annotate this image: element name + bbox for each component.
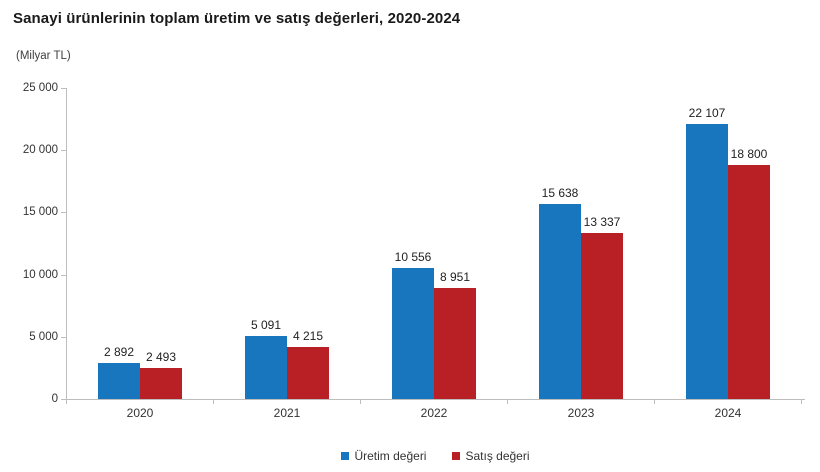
bar-uretim-degeri-2023[interactable] <box>539 204 581 399</box>
y-axis-tick-label: 20 000 <box>22 144 58 156</box>
y-axis-tick-label: 10 000 <box>22 269 58 281</box>
x-axis-category-label: 2022 <box>420 406 448 420</box>
bar-satis-degeri-2022[interactable] <box>434 288 476 399</box>
y-axis-tick <box>61 150 66 151</box>
chart-legend: Üretim değeri Satış değeri <box>66 448 805 464</box>
y-axis-tick-label: 5 000 <box>29 331 58 343</box>
y-axis-tick <box>61 88 66 89</box>
bar-value-label: 10 556 <box>394 250 432 264</box>
x-axis-tick <box>360 399 361 404</box>
y-axis-tick <box>61 275 66 276</box>
y-axis-tick-label: 25 000 <box>22 82 58 94</box>
bar-value-label: 8 951 <box>439 270 471 284</box>
bar-satis-degeri-2024[interactable] <box>728 165 770 399</box>
x-axis-tick <box>801 399 802 404</box>
bar-value-label: 15 638 <box>541 186 579 200</box>
x-axis-category-label: 2020 <box>126 406 154 420</box>
y-axis-tick-label: 15 000 <box>22 206 58 218</box>
y-axis-tick <box>61 399 66 400</box>
bar-uretim-degeri-2020[interactable] <box>98 363 140 399</box>
bar-value-label: 2 493 <box>145 350 177 364</box>
x-axis-category-label: 2021 <box>273 406 301 420</box>
bar-value-label: 13 337 <box>583 215 621 229</box>
legend-swatch-satis-degeri <box>452 452 461 460</box>
bar-satis-degeri-2023[interactable] <box>581 233 623 399</box>
y-axis-line <box>66 88 67 399</box>
x-axis-tick <box>66 399 67 404</box>
x-axis-line <box>66 399 805 400</box>
bar-uretim-degeri-2021[interactable] <box>245 336 287 399</box>
bar-value-label: 18 800 <box>730 147 768 161</box>
bar-satis-degeri-2021[interactable] <box>287 347 329 399</box>
bar-value-label: 4 215 <box>292 329 324 343</box>
x-axis-tick <box>654 399 655 404</box>
y-axis-tick <box>61 337 66 338</box>
y-axis-tick-label: 0 <box>51 393 58 405</box>
legend-item-satis-degeri[interactable]: Satış değeri <box>452 449 530 463</box>
legend-label: Satış değeri <box>465 449 530 463</box>
legend-label: Üretim değeri <box>354 449 427 463</box>
chart-title: Sanayi ürünlerinin toplam üretim ve satı… <box>13 10 461 27</box>
x-axis-category-label: 2023 <box>567 406 595 420</box>
legend-swatch-uretim-degeri <box>341 452 350 460</box>
bar-value-label: 22 107 <box>688 106 726 120</box>
bar-uretim-degeri-2024[interactable] <box>686 124 728 399</box>
bar-value-label: 2 892 <box>103 345 135 359</box>
bar-satis-degeri-2020[interactable] <box>140 368 182 399</box>
legend-item-uretim-degeri[interactable]: Üretim değeri <box>341 449 426 463</box>
bar-value-label: 5 091 <box>250 318 282 332</box>
y-axis-tick <box>61 212 66 213</box>
y-axis-unit-label: (Milyar TL) <box>16 50 71 62</box>
x-axis-tick <box>507 399 508 404</box>
x-axis-tick <box>213 399 214 404</box>
x-axis-category-label: 2024 <box>714 406 742 420</box>
bar-uretim-degeri-2022[interactable] <box>392 268 434 399</box>
